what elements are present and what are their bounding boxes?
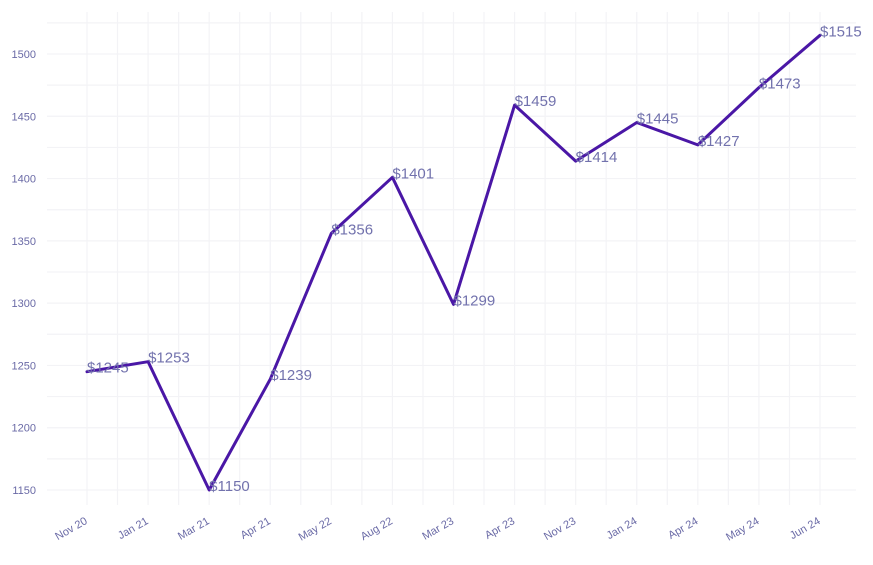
x-tick-label: May 22 <box>297 515 334 543</box>
series-line <box>85 33 822 492</box>
x-tick-label: Nov 23 <box>542 515 578 543</box>
y-tick-label: 1200 <box>12 423 36 435</box>
data-label: $1459 <box>515 93 557 110</box>
y-tick-label: 1500 <box>12 49 36 61</box>
data-label: $1299 <box>454 292 496 309</box>
y-tick-label: 1400 <box>12 174 36 186</box>
data-labels: $1245 $1253 $1150 $1239 $1356 $1401 $1299 $1459… <box>87 23 862 495</box>
x-axis: Nov 20 Jan 21 Mar 21 Apr 21 May 22 Aug 22 Mar … <box>53 515 822 543</box>
data-label: $1414 <box>576 149 618 166</box>
data-label: $1401 <box>392 165 434 182</box>
data-label: $1473 <box>759 76 801 93</box>
data-label: $1515 <box>820 23 862 40</box>
x-tick-label: Apr 23 <box>483 515 517 542</box>
x-tick-label: Aug 22 <box>359 515 395 543</box>
x-tick-label: Mar 23 <box>420 515 456 543</box>
y-tick-label: 1150 <box>12 485 36 497</box>
x-tick-label: Apr 24 <box>666 515 700 542</box>
data-label: $1356 <box>331 221 373 238</box>
x-tick-label: Jun 24 <box>788 515 823 542</box>
y-tick-label: 1350 <box>12 236 36 248</box>
series-group <box>85 33 822 492</box>
y-axis: 1150 1200 1250 1300 1350 1400 1450 1500 <box>12 49 36 497</box>
grid <box>47 12 856 505</box>
x-tick-label: May 24 <box>724 515 761 543</box>
data-label: $1245 <box>87 360 129 377</box>
x-tick-label: Mar 21 <box>176 515 212 543</box>
y-tick-label: 1300 <box>12 298 36 310</box>
y-tick-label: 1250 <box>12 360 36 372</box>
x-tick-label: Nov 20 <box>53 515 89 543</box>
data-label: $1253 <box>148 350 190 367</box>
y-tick-label: 1450 <box>12 111 36 123</box>
data-label: $1239 <box>270 367 312 384</box>
x-tick-label: Jan 24 <box>605 515 640 542</box>
data-label: $1150 <box>209 478 250 495</box>
data-label: $1427 <box>698 133 740 150</box>
data-label: $1445 <box>637 111 679 128</box>
x-tick-label: Apr 21 <box>239 515 273 542</box>
x-tick-label: Jan 21 <box>116 515 151 542</box>
